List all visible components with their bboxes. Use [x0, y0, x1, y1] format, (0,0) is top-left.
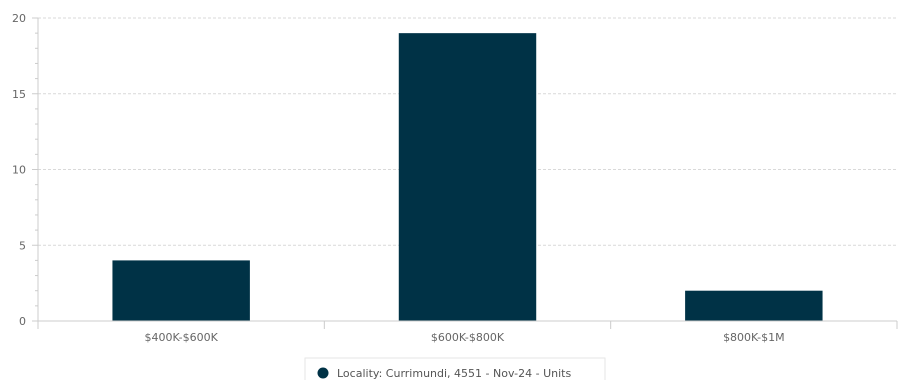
y-tick-label: 15 [12, 88, 26, 101]
bar[interactable] [685, 290, 823, 321]
y-tick-label: 10 [12, 164, 26, 177]
y-tick-label: 20 [12, 12, 26, 25]
legend-marker-icon [317, 367, 329, 379]
legend-label: Locality: Currimundi, 4551 - Nov-24 - Un… [337, 367, 571, 380]
x-tick-label: $600K-$800K [431, 331, 505, 344]
x-tick-label: $800K-$1M [723, 331, 785, 344]
x-tick-labels: $400K-$600K $600K-$800K $800K-$1M [37, 321, 898, 344]
gridlines [38, 17, 897, 246]
x-tick-label: $400K-$600K [145, 331, 219, 344]
legend-box [304, 357, 606, 380]
bars [112, 33, 823, 322]
bar[interactable] [112, 260, 250, 321]
y-tick-labels: 0 5 10 15 20 [12, 12, 38, 328]
legend[interactable]: Locality: Currimundi, 4551 - Nov-24 - Un… [304, 357, 606, 380]
y-tick-label: 5 [19, 239, 26, 252]
bar[interactable] [398, 33, 537, 322]
y-tick-label: 0 [19, 315, 26, 328]
